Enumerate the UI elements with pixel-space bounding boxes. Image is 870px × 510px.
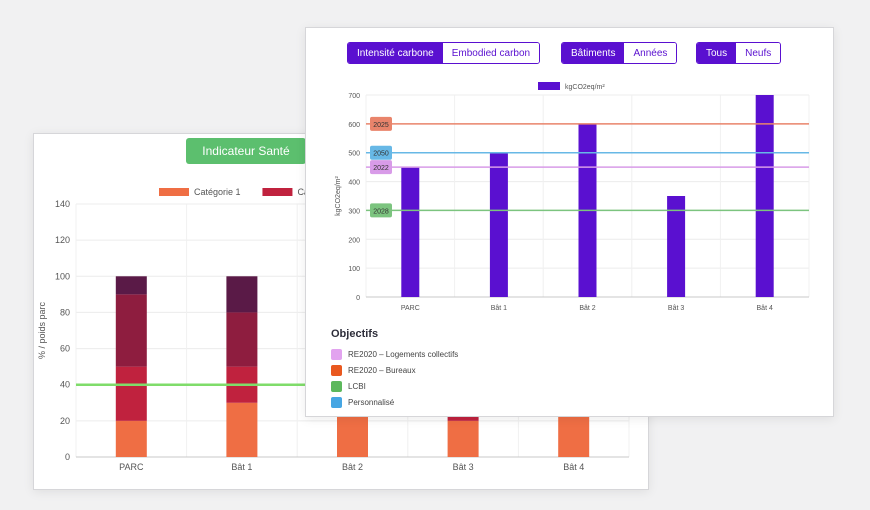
- bar: [489, 152, 508, 297]
- reference-line-badge: [370, 160, 392, 175]
- y-tick-label: 20: [60, 416, 70, 426]
- objectives-legend: Objectifs RE2020 – Logements collectifs R…: [331, 328, 458, 410]
- objective-label: LCBI: [348, 381, 366, 391]
- bar: [401, 167, 420, 297]
- bar: [226, 276, 258, 313]
- reference-line-label: 2028: [373, 208, 389, 215]
- objectives-title: Objectifs: [331, 328, 379, 340]
- x-tick-label: Bât 4: [563, 462, 584, 472]
- x-tick-label: Bât 2: [579, 305, 595, 312]
- y-tick-label: 100: [348, 266, 360, 273]
- bar: [115, 366, 147, 421]
- reference-line-badge: [370, 116, 392, 131]
- objective-swatch: [331, 380, 342, 392]
- x-tick-label: Bât 3: [453, 462, 474, 472]
- x-tick-label: PARC: [401, 305, 420, 312]
- x-tick-label: Bât 2: [342, 462, 363, 472]
- y-tick-label: 80: [60, 307, 70, 317]
- objective-item[interactable]: Personnalisé: [331, 394, 458, 410]
- legend-label: Catégorie 1: [194, 187, 241, 197]
- bar: [558, 411, 590, 457]
- bar: [226, 402, 258, 457]
- y-tick-label: 400: [348, 180, 360, 187]
- health-indicator-button[interactable]: Indicateur Santé: [186, 138, 306, 164]
- legend-label: kgCO2eq/m²: [565, 84, 605, 91]
- objective-swatch: [331, 396, 342, 408]
- y-tick-label: 140: [55, 199, 70, 209]
- y-tick-label: 500: [348, 151, 360, 158]
- objective-item[interactable]: RE2020 – Logements collectifs: [331, 346, 458, 362]
- reference-line-badge: [370, 145, 392, 160]
- legend-swatch: [262, 188, 293, 196]
- legend-swatch: [538, 82, 560, 90]
- y-tick-label: 0: [356, 295, 360, 302]
- carbon-intensity-chart: 0 100 200 300 400 500 600 700 PARC Bât 1 Bât 2 Bât …: [335, 82, 810, 312]
- bar: [115, 420, 147, 457]
- y-tick-label: 700: [348, 93, 360, 100]
- reference-line-label: 2022: [373, 165, 389, 172]
- x-tick-label: Bât 4: [757, 305, 773, 312]
- x-tick-label: Bât 3: [668, 305, 684, 312]
- objective-item[interactable]: RE2020 – Bureaux: [331, 362, 458, 378]
- objective-label: Personnalisé: [348, 397, 395, 407]
- y-tick-label: 120: [55, 235, 70, 245]
- bar: [755, 95, 774, 297]
- y-tick-label: 200: [348, 237, 360, 244]
- objective-swatch: [331, 364, 342, 376]
- intensite-carbone-button[interactable]: Intensité carbone: [348, 43, 443, 63]
- bar: [667, 196, 686, 297]
- y-tick-label: 60: [60, 344, 70, 354]
- reference-line-label: 2025: [373, 122, 389, 129]
- y-tick-label: 100: [55, 271, 70, 281]
- annees-button[interactable]: Années: [624, 43, 677, 63]
- filter-toggle-group: Tous Neufs: [696, 42, 782, 64]
- y-axis-label: % / poids parc: [37, 301, 47, 359]
- x-tick-label: Bât 1: [231, 462, 252, 472]
- batiments-button[interactable]: Bâtiments: [562, 43, 625, 63]
- carbon-intensity-panel: Intensité carbone Embodied carbon Bâtime…: [305, 27, 834, 417]
- y-tick-label: 40: [60, 380, 70, 390]
- bar: [226, 312, 258, 367]
- objective-swatch: [331, 348, 342, 360]
- embodied-carbon-button[interactable]: Embodied carbon: [442, 43, 540, 63]
- reference-line-label: 2050: [373, 151, 389, 158]
- y-tick-label: 600: [348, 122, 360, 129]
- legend-swatch: [159, 188, 189, 196]
- objective-item[interactable]: LCBI: [331, 378, 458, 394]
- objective-label: RE2020 – Logements collectifs: [348, 349, 459, 359]
- x-tick-label: PARC: [119, 462, 144, 472]
- tous-button[interactable]: Tous: [697, 43, 737, 63]
- reference-line-badge: [370, 203, 392, 218]
- neufs-button[interactable]: Neufs: [736, 43, 781, 63]
- x-tick-label: Bât 1: [491, 305, 507, 312]
- objective-label: RE2020 – Bureaux: [348, 365, 416, 375]
- bar: [115, 276, 147, 295]
- y-axis-label: kgCO2eq/m²: [335, 175, 342, 215]
- y-tick-label: 300: [348, 208, 360, 215]
- grouping-toggle-group: Bâtiments Années: [561, 42, 678, 64]
- metric-toggle-group: Intensité carbone Embodied carbon: [347, 42, 541, 64]
- bar: [447, 415, 479, 421]
- bar: [115, 294, 147, 367]
- y-tick-label: 0: [65, 452, 70, 462]
- bar: [447, 420, 479, 457]
